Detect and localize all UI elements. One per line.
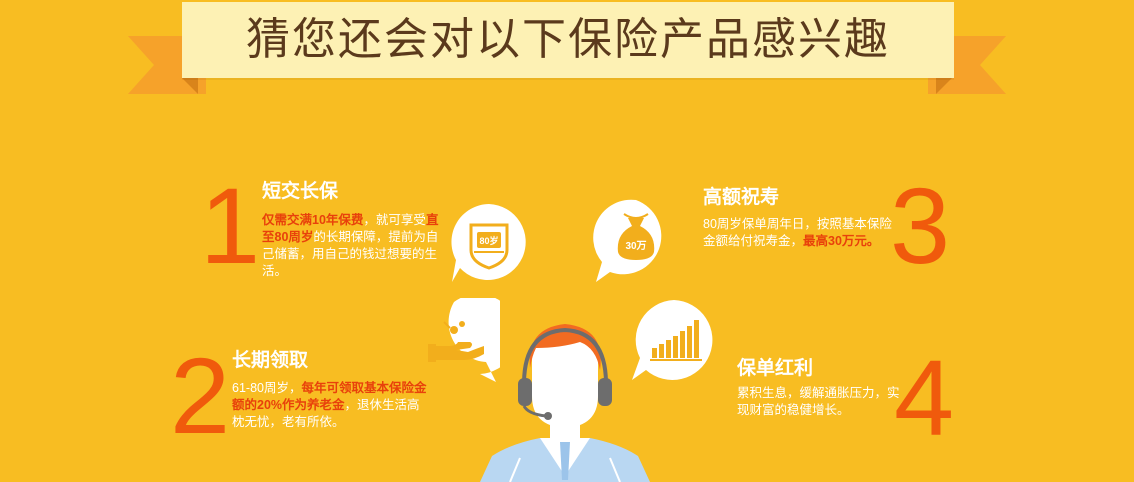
- money-bag-bubble: 30万: [593, 199, 662, 282]
- desc-run: ，退: [344, 398, 370, 412]
- desc-run: 休生活高枕无忧，老有所依。: [232, 398, 420, 429]
- feature-desc-1: 仅需交满10年保费，就可享受直至80周岁的长期保障，提前为自己储蓄，用自己的钱过…: [262, 212, 442, 280]
- desc-run: 每年可领取基本保: [301, 381, 402, 395]
- desc-run: 61-80周岁，: [232, 381, 302, 395]
- feature-number-4: 4: [894, 337, 955, 458]
- desc-run: 最高30万元。: [803, 234, 880, 248]
- badge-label: 80岁: [479, 235, 498, 246]
- feature-title-2: 长期领取: [232, 350, 309, 371]
- feature-desc-4: 累积生息，缓解通胀压力，实现财富的稳健增长。: [737, 385, 907, 419]
- desc-run: 按照基本保险金额给付祝寿金，: [703, 217, 892, 248]
- desc-run: 受: [413, 213, 426, 227]
- feature-title-3: 高额祝寿: [703, 187, 780, 208]
- desc-run: 累积生息，缓解通胀压力，: [737, 386, 888, 400]
- desc-run: 险金额的20%作为养老金: [232, 381, 427, 412]
- hand-coins-icon: [428, 321, 484, 362]
- customer-service-agent: [480, 324, 650, 482]
- feature-desc-2: 61-80周岁，每年可领取基本保险金额的20%作为养老金，退休生活高枕无忧，老有…: [232, 380, 432, 431]
- feature-number-3: 3: [890, 165, 951, 286]
- badge-bubble: 80岁: [451, 204, 526, 282]
- desc-run: 仅需交满10年保费: [262, 213, 364, 227]
- desc-run: ，就可享: [363, 213, 414, 227]
- feature-number-1: 1: [200, 165, 261, 286]
- feature-title-1: 短交长保: [262, 181, 339, 202]
- desc-run: 80周岁保单周年日，: [703, 217, 817, 231]
- banner-title: 猜您还会对以下保险产品感兴趣: [246, 15, 890, 64]
- bag-label: 30万: [625, 240, 646, 252]
- desc-run: 提前为自己储蓄，用自己的: [262, 230, 439, 261]
- money-bag-icon: 30万: [617, 213, 655, 260]
- desc-run: 钱过想要的生活。: [262, 247, 438, 278]
- feature-number-2: 2: [170, 335, 231, 456]
- hand-bubble: [428, 298, 500, 382]
- feature-desc-3: 80周岁保单周年日，按照基本保险金额给付祝寿金，最高30万元。: [703, 216, 899, 250]
- desc-run: 直至80周岁: [262, 213, 439, 244]
- ribbon-banner: 猜您还会对以下保险产品感兴趣: [182, 2, 954, 78]
- growth-bubble: [632, 300, 713, 380]
- headset-icon: [522, 327, 608, 385]
- feature-title-4: 保单红利: [737, 358, 814, 379]
- desc-run: 实现财富的稳健增长。: [737, 386, 900, 417]
- desc-run: 的长期保障，: [313, 230, 389, 244]
- shield-icon: 80岁: [469, 223, 509, 270]
- bar-growth-icon: [650, 320, 702, 361]
